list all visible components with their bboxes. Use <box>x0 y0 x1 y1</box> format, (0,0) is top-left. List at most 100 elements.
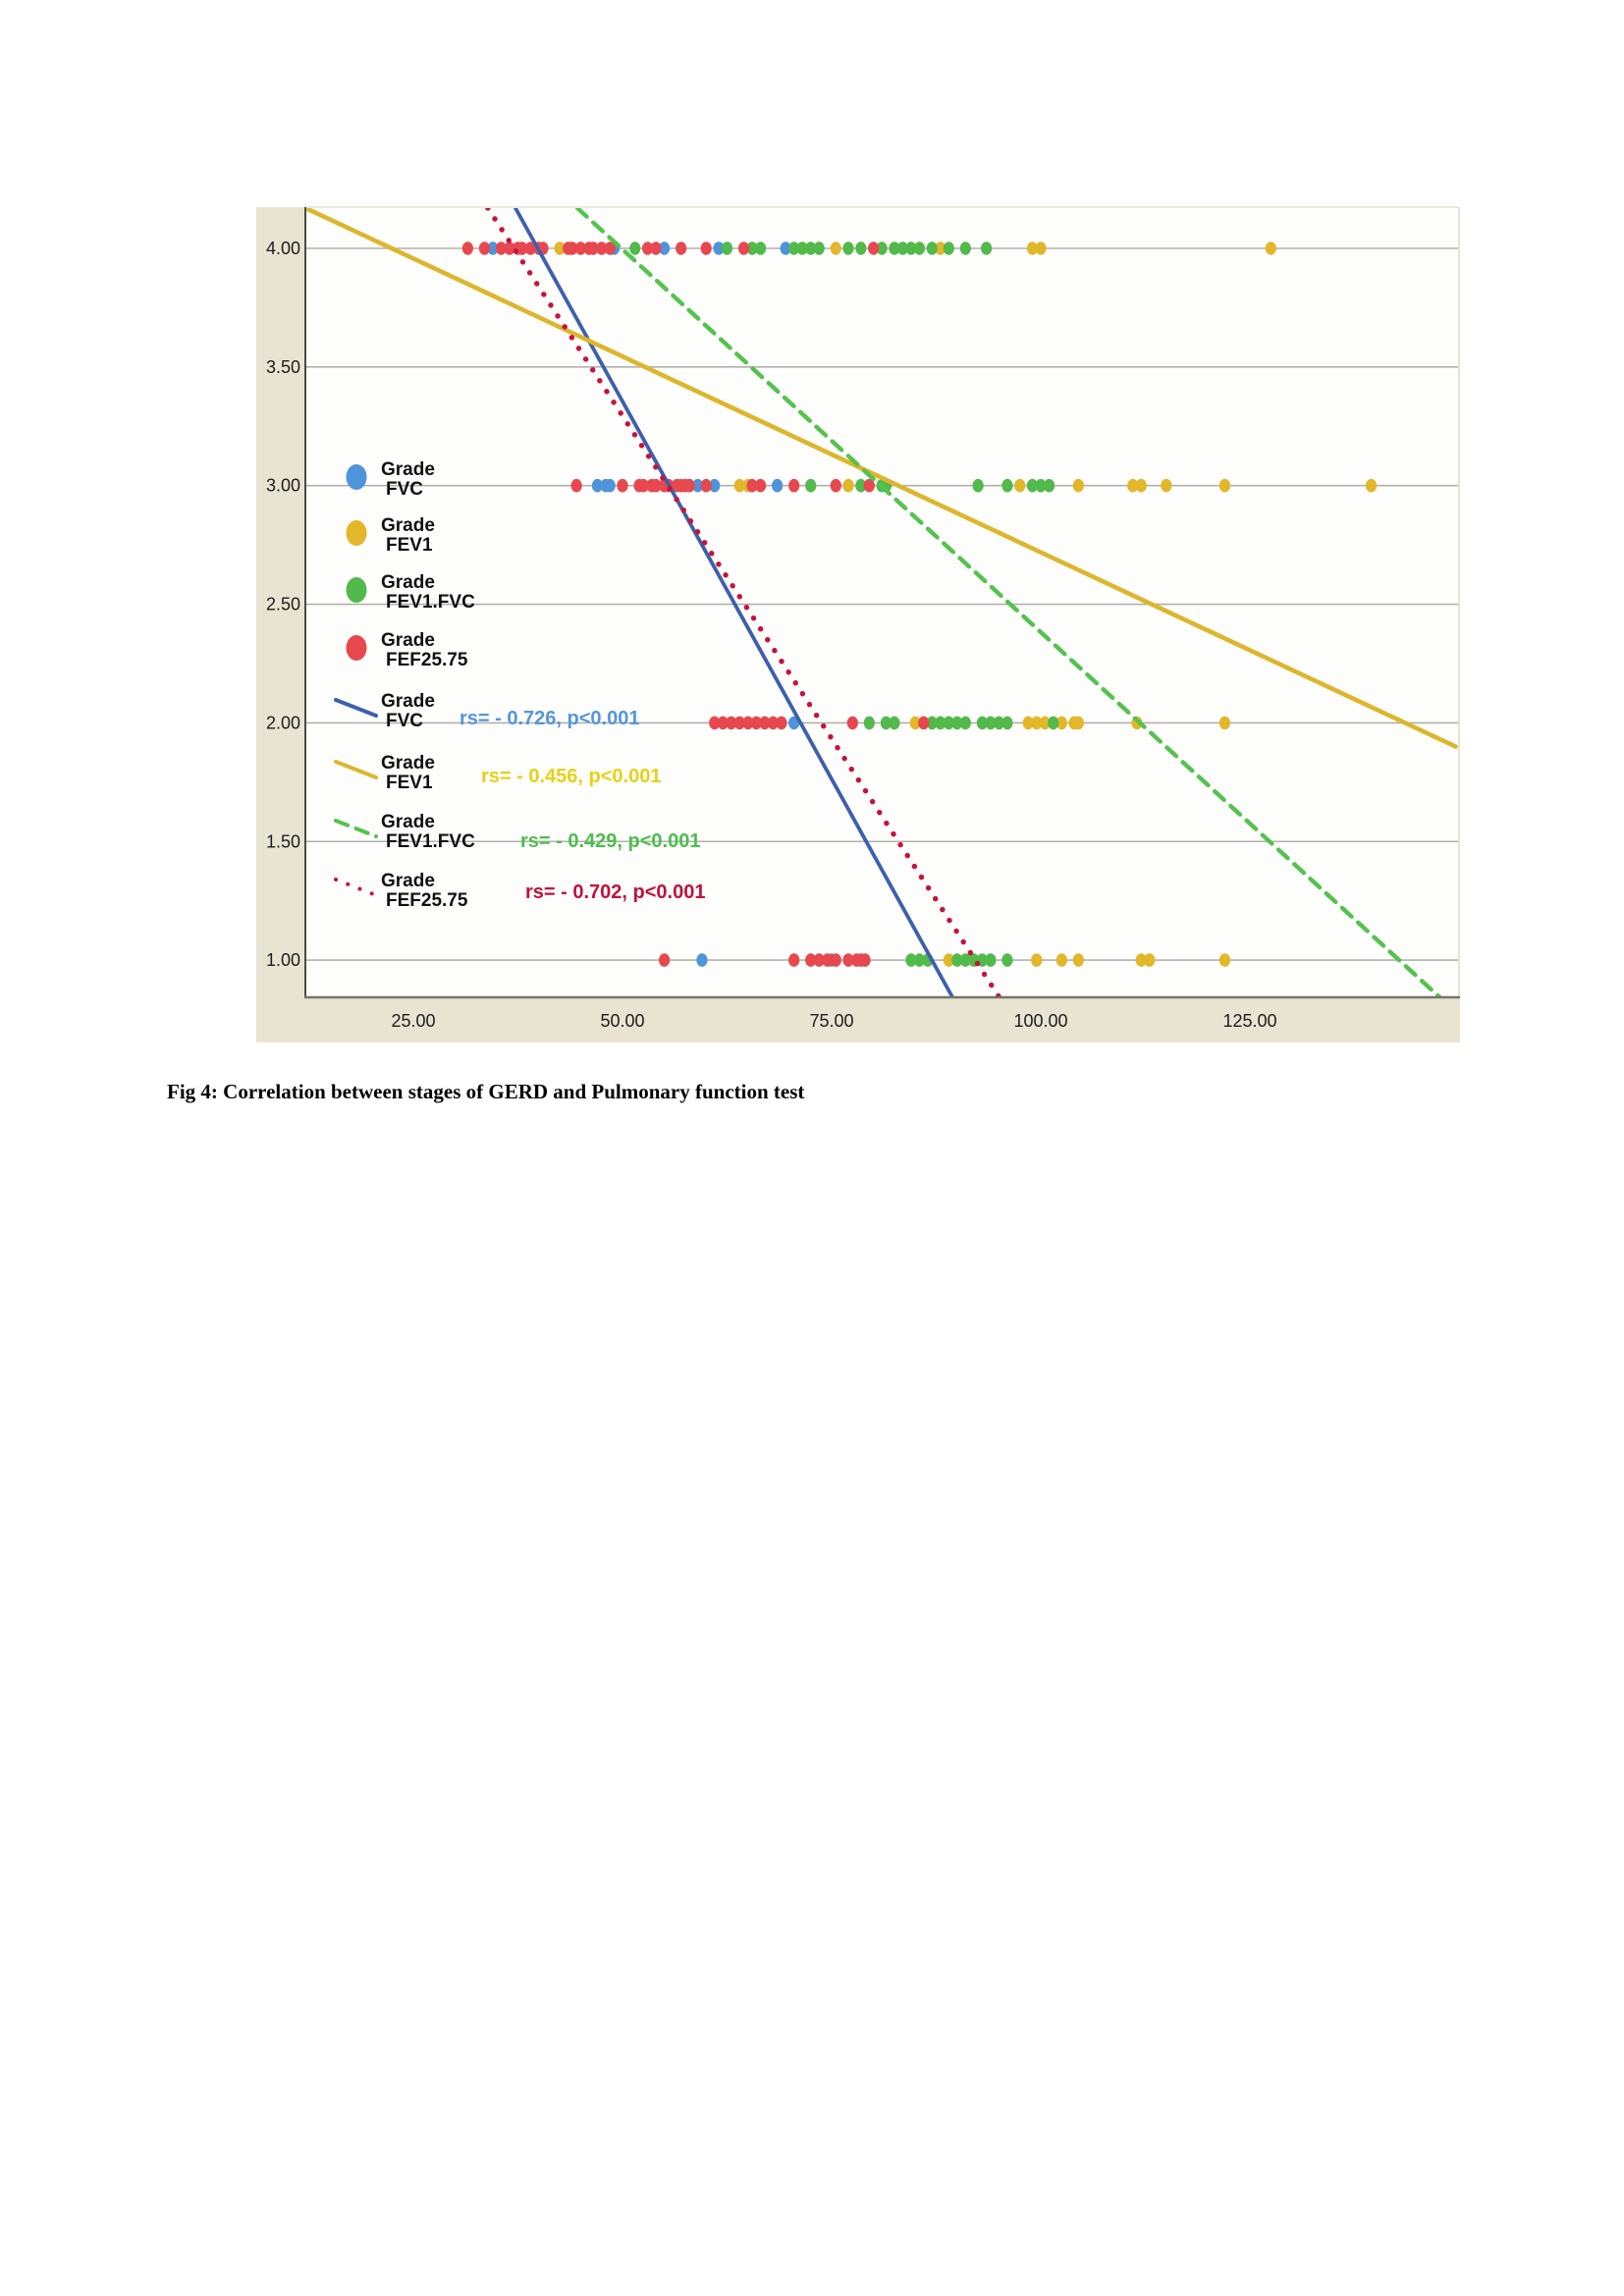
data-point <box>896 241 909 255</box>
scatter-chart-canvas: 4.00 3.50 3.00 2.50 2.00 1.50 1.00 25.00 50.00 75… <box>256 206 1460 1042</box>
legend-label: Grade <box>381 515 435 536</box>
y-tick-label: 1.50 <box>266 831 300 851</box>
data-point <box>1056 953 1067 967</box>
data-point <box>554 241 566 255</box>
data-point <box>504 241 515 255</box>
data-point <box>650 241 662 255</box>
data-point <box>918 716 930 730</box>
x-tick-label: 125.00 <box>1222 1011 1276 1031</box>
x-tick-label: 100.00 <box>1013 1011 1067 1031</box>
data-point <box>709 478 721 493</box>
data-point <box>1127 478 1139 493</box>
data-point <box>1026 478 1039 493</box>
data-point <box>788 953 800 967</box>
x-tick-label: 50.00 <box>600 1011 644 1031</box>
data-point <box>587 241 599 255</box>
data-point <box>733 478 745 493</box>
data-point <box>767 716 779 730</box>
data-point <box>733 716 745 730</box>
data-point <box>863 716 875 730</box>
legend-label: Grade <box>381 572 435 593</box>
data-point <box>830 953 841 967</box>
legend-line-sample <box>334 760 378 779</box>
data-point <box>1135 478 1147 493</box>
data-point <box>993 716 1005 730</box>
y-tick-label: 1.00 <box>266 950 300 970</box>
data-point <box>943 716 954 730</box>
data-point <box>604 241 616 255</box>
y-tick-label: 2.50 <box>266 595 300 614</box>
data-point <box>876 241 888 255</box>
figure-caption: Fig 4: Correlation between stages of GER… <box>167 1080 805 1103</box>
data-point <box>959 241 971 255</box>
data-point <box>1026 241 1039 255</box>
data-point <box>742 716 754 730</box>
data-point <box>981 241 993 255</box>
data-point <box>696 953 708 967</box>
data-point <box>574 241 587 255</box>
legend-marker <box>346 577 367 603</box>
data-point <box>868 241 880 255</box>
data-point <box>772 478 784 493</box>
legend-label: FEV1.FVC <box>386 592 475 613</box>
data-point <box>913 241 926 255</box>
data-point <box>972 478 984 493</box>
data-point <box>813 953 825 967</box>
fit-line-grade-fev1-fvc <box>574 207 1443 997</box>
data-point <box>1218 716 1231 730</box>
x-axis-labels: 25.00 50.00 75.00 100.00 125.00 <box>391 1011 1276 1031</box>
data-point <box>985 953 997 967</box>
legend-label: FEV1 <box>386 773 433 793</box>
y-tick-label: 2.00 <box>266 713 300 732</box>
legend: GradeFVCGradeFEV1GradeFEV1.FVCGradeFEF25… <box>334 459 705 911</box>
data-point <box>1022 716 1034 730</box>
data-point <box>788 241 800 255</box>
y-tick-label: 4.00 <box>266 239 300 258</box>
data-point <box>1365 478 1378 493</box>
data-point <box>855 478 867 493</box>
data-point <box>805 241 817 255</box>
legend-marker <box>346 464 367 490</box>
data-point <box>830 241 841 255</box>
correlation-annotation: rs= - 0.726, p<0.001 <box>460 708 639 729</box>
correlation-annotation: rs= - 0.429, p<0.001 <box>520 830 700 852</box>
data-point <box>591 478 604 493</box>
data-point <box>776 716 787 730</box>
data-point <box>1072 716 1084 730</box>
y-tick-label: 3.50 <box>266 357 300 377</box>
data-point <box>880 716 892 730</box>
data-point <box>516 241 528 255</box>
data-point <box>1001 716 1013 730</box>
data-point <box>604 478 616 493</box>
data-point <box>905 241 917 255</box>
data-point <box>926 716 938 730</box>
data-point <box>524 241 536 255</box>
x-tick-label: 75.00 <box>809 1011 853 1031</box>
data-point <box>926 241 938 255</box>
legend-label: FEV1.FVC <box>386 831 475 852</box>
data-point <box>1031 953 1043 967</box>
y-tick-label: 3.00 <box>266 476 300 496</box>
fit-lines <box>305 207 1458 997</box>
data-point <box>1218 478 1231 493</box>
data-point <box>1043 478 1056 493</box>
legend-marker <box>346 635 367 661</box>
data-point <box>1056 716 1067 730</box>
data-point <box>713 241 725 255</box>
data-point <box>754 241 767 255</box>
data-point <box>951 716 963 730</box>
legend-label: Grade <box>381 630 435 651</box>
legend-label: Grade <box>381 459 435 480</box>
data-point <box>951 953 963 967</box>
data-point <box>700 241 712 255</box>
data-point <box>1072 953 1084 967</box>
data-point <box>943 953 954 967</box>
data-point <box>1035 241 1047 255</box>
data-point <box>842 478 854 493</box>
data-point <box>842 953 854 967</box>
data-point <box>985 716 997 730</box>
data-point <box>1035 478 1047 493</box>
data-point <box>650 478 662 493</box>
data-point <box>570 478 582 493</box>
